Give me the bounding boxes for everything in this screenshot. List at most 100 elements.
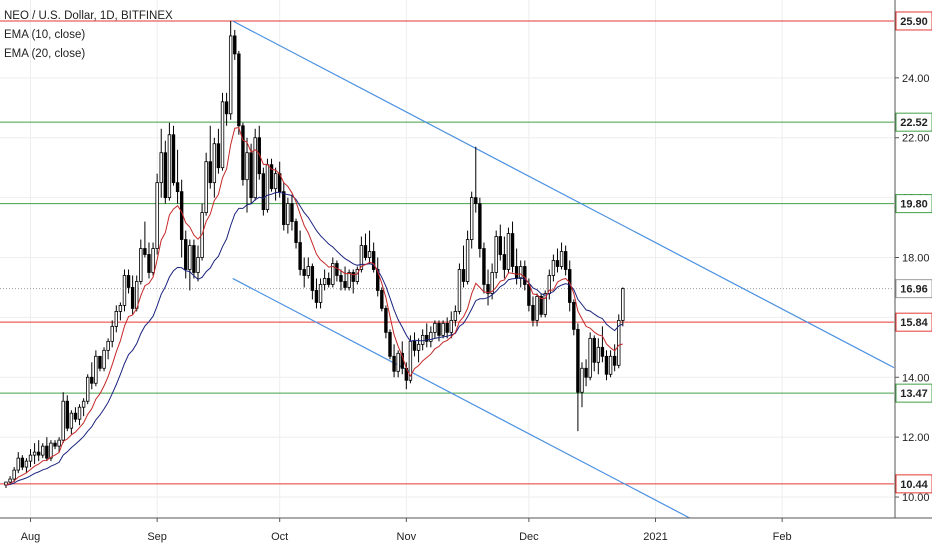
candle[interactable]	[81, 398, 86, 417]
candle[interactable]	[327, 272, 331, 288]
candle[interactable]	[314, 278, 319, 309]
candle[interactable]	[588, 332, 592, 381]
candle[interactable]	[175, 149, 180, 204]
candle[interactable]	[572, 299, 576, 336]
candle[interactable]	[608, 350, 613, 378]
candle[interactable]	[396, 350, 400, 378]
candle[interactable]	[420, 329, 425, 351]
candle[interactable]	[461, 245, 466, 288]
candle[interactable]	[416, 338, 421, 363]
candle[interactable]	[617, 314, 621, 369]
candle[interactable]	[335, 260, 339, 282]
candle[interactable]	[32, 443, 37, 465]
candle[interactable]	[12, 467, 16, 483]
candle[interactable]	[612, 344, 617, 372]
candle[interactable]	[563, 245, 568, 276]
candle[interactable]	[363, 233, 368, 261]
candle[interactable]	[179, 179, 184, 258]
candle[interactable]	[445, 317, 449, 339]
candle[interactable]	[130, 275, 135, 315]
candle[interactable]	[469, 191, 474, 249]
candle[interactable]	[604, 350, 609, 381]
candle[interactable]	[216, 128, 221, 174]
candle[interactable]	[294, 218, 298, 249]
candle[interactable]	[159, 128, 163, 198]
candle[interactable]	[102, 347, 106, 372]
candle[interactable]	[498, 224, 502, 261]
candle[interactable]	[449, 311, 453, 339]
candle[interactable]	[531, 296, 535, 327]
candle[interactable]	[514, 248, 519, 285]
candle[interactable]	[118, 302, 123, 321]
candle[interactable]	[282, 182, 286, 231]
candle[interactable]	[380, 287, 384, 312]
candle[interactable]	[192, 239, 196, 279]
candle[interactable]	[559, 242, 564, 270]
candle[interactable]	[465, 230, 470, 285]
candle[interactable]	[621, 287, 625, 327]
candle[interactable]	[147, 242, 151, 279]
candle[interactable]	[273, 167, 278, 201]
candle[interactable]	[122, 269, 127, 312]
candle[interactable]	[228, 20, 233, 120]
candle[interactable]	[245, 137, 249, 213]
candle[interactable]	[412, 332, 417, 357]
candle[interactable]	[65, 395, 69, 432]
candle[interactable]	[69, 410, 74, 435]
candle[interactable]	[28, 449, 33, 468]
candle[interactable]	[339, 269, 343, 291]
candle[interactable]	[302, 257, 306, 288]
candle[interactable]	[208, 125, 212, 189]
candle[interactable]	[249, 143, 253, 204]
candle[interactable]	[351, 269, 355, 294]
candle[interactable]	[298, 230, 302, 276]
candle[interactable]	[94, 350, 98, 387]
candlesticks[interactable]	[4, 20, 625, 489]
candle[interactable]	[376, 257, 380, 297]
candle[interactable]	[16, 452, 20, 474]
candle[interactable]	[73, 407, 78, 423]
candle[interactable]	[494, 230, 498, 279]
candle[interactable]	[490, 263, 494, 300]
candle[interactable]	[322, 269, 327, 291]
candle[interactable]	[20, 455, 25, 471]
candle[interactable]	[388, 329, 392, 360]
candle[interactable]	[367, 230, 372, 264]
candle[interactable]	[584, 359, 588, 387]
candle[interactable]	[286, 197, 290, 234]
candle[interactable]	[167, 122, 172, 201]
candle[interactable]	[126, 269, 131, 294]
candle[interactable]	[41, 443, 45, 459]
candle[interactable]	[510, 221, 515, 273]
candle[interactable]	[580, 362, 584, 408]
candle[interactable]	[555, 248, 560, 273]
candle[interactable]	[253, 128, 257, 201]
candle[interactable]	[506, 227, 511, 273]
candle[interactable]	[306, 257, 310, 279]
candle[interactable]	[237, 50, 241, 135]
candle[interactable]	[425, 323, 429, 348]
candle[interactable]	[576, 323, 580, 432]
candle[interactable]	[171, 125, 176, 186]
candle[interactable]	[24, 458, 29, 474]
candle[interactable]	[155, 173, 159, 255]
candle[interactable]	[98, 355, 102, 372]
candle[interactable]	[457, 263, 462, 315]
candle[interactable]	[592, 335, 596, 372]
candle[interactable]	[233, 29, 237, 60]
candle[interactable]	[90, 362, 94, 390]
candle[interactable]	[163, 140, 168, 204]
candle[interactable]	[45, 437, 49, 462]
candle[interactable]	[257, 125, 261, 180]
candle[interactable]	[347, 269, 351, 291]
candle[interactable]	[551, 254, 556, 282]
candle[interactable]	[151, 242, 155, 276]
candle[interactable]	[547, 269, 552, 300]
candle[interactable]	[86, 374, 90, 405]
candle[interactable]	[486, 269, 490, 306]
candle[interactable]	[310, 263, 315, 300]
candle[interactable]	[441, 320, 445, 339]
candle[interactable]	[36, 440, 41, 462]
candle[interactable]	[261, 167, 266, 216]
